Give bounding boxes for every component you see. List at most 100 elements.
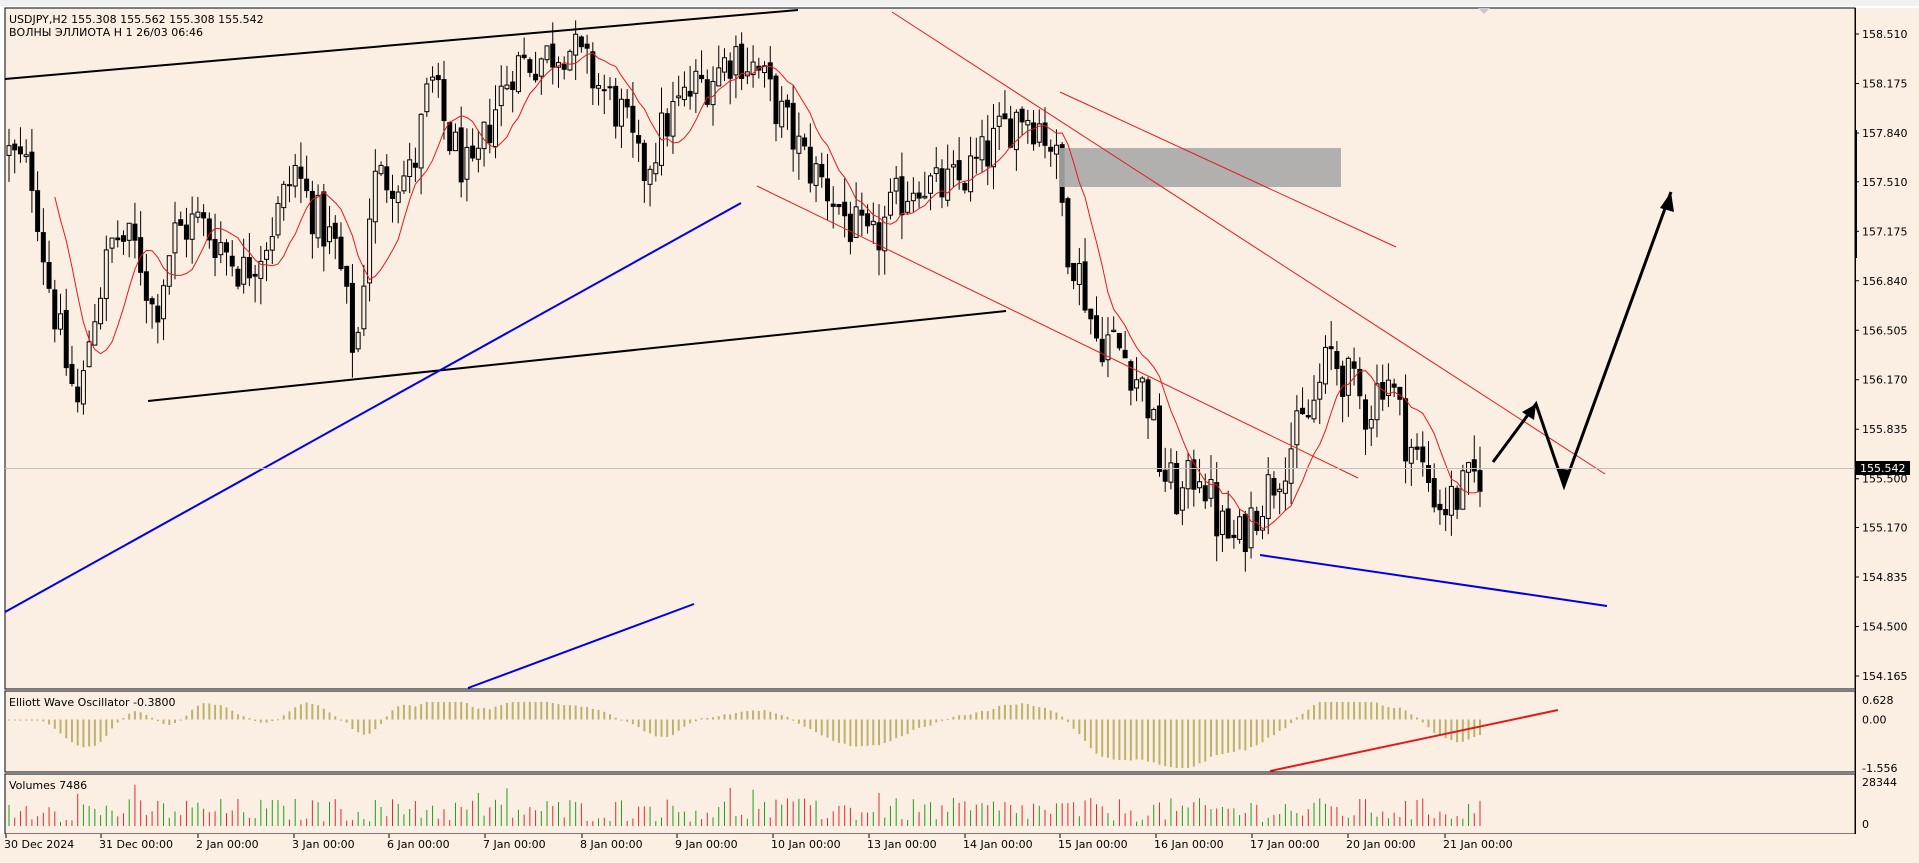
candle-body (945, 168, 951, 201)
oscillator-bar (534, 701, 537, 720)
current-price-label: 155.542 (1860, 462, 1906, 475)
oscillator-bar (889, 719, 892, 742)
candle-body (1271, 477, 1277, 496)
oscillator-bar (832, 719, 835, 741)
candle-body (258, 260, 264, 279)
oscillator-bar (774, 713, 777, 720)
oscillator-red-trendline[interactable] (1269, 709, 1559, 772)
oscillator-bar (242, 716, 245, 720)
projection-zigzag-arrow[interactable] (1491, 191, 1673, 491)
candle-body (996, 115, 1002, 127)
oscillator-bar (603, 711, 606, 720)
oscillator-bar (511, 701, 514, 720)
oscillator-bar (1330, 701, 1333, 720)
candle-body (813, 163, 819, 186)
candle-body (1408, 446, 1414, 464)
oscillator-bar (465, 703, 468, 720)
oscillator-bar (88, 719, 91, 747)
candle-body (1076, 263, 1082, 285)
oscillator-bar (671, 719, 674, 736)
price-tick-label: 154.500 (1862, 621, 1908, 634)
shift-marker-icon[interactable] (1478, 8, 1490, 14)
price-panel[interactable] (4, 7, 1856, 690)
oscillator-bar (866, 719, 869, 746)
candle-body (796, 135, 802, 154)
candle-body (401, 175, 407, 192)
oscillator-bar (391, 710, 394, 720)
candle-body (212, 239, 218, 259)
candle-body (1420, 446, 1426, 463)
candle-body (567, 50, 573, 71)
time-tick-label: 21 Jan 00:00 (1443, 838, 1513, 851)
volume-bars-layer (8, 784, 1481, 826)
channel-red-mid[interactable] (1059, 91, 1397, 248)
oscillator-bar (173, 719, 176, 724)
oscillator-tick-label: 0.00 (1862, 714, 1887, 727)
candle-body (1322, 346, 1328, 385)
time-tick-label: 10 Jan 00:00 (771, 838, 841, 851)
oscillator-bar (1238, 719, 1241, 750)
time-axis[interactable] (0, 834, 1919, 863)
oscillator-bar (1267, 719, 1270, 738)
oscillator-bar (666, 719, 669, 738)
oscillator-bar (752, 710, 755, 720)
oscillator-bar (162, 719, 165, 725)
oscillator-bar (1118, 719, 1121, 760)
oscillator-bar (1358, 701, 1361, 720)
oscillator-bar (1318, 701, 1321, 720)
oscillator-bar (1009, 704, 1012, 720)
candle-body (498, 85, 504, 107)
oscillator-bar (408, 705, 411, 720)
channel-red-upper[interactable] (891, 11, 1606, 475)
candle-body (842, 201, 848, 217)
time-tick-label: 8 Jan 00:00 (580, 838, 643, 851)
candle-body (86, 341, 92, 368)
resistance-zone[interactable] (1060, 148, 1341, 187)
candle-body (458, 127, 464, 183)
drawing-objects (4, 9, 1674, 689)
candle-body (1191, 459, 1197, 490)
oscillator-bar (19, 719, 22, 721)
price-tick-label: 157.175 (1862, 225, 1908, 238)
candle-body (1385, 379, 1391, 396)
oscillator-bar (500, 705, 503, 720)
candle-body (23, 154, 29, 158)
oscillator-bar (351, 719, 354, 730)
trendline-black-lower[interactable] (147, 310, 1007, 402)
candle-body (1242, 513, 1248, 553)
candle-body (1122, 349, 1128, 359)
oscillator-bar (1398, 707, 1401, 720)
oscillator-bar (1393, 708, 1396, 720)
price-scale[interactable] (1856, 8, 1919, 834)
oscillator-bar (1187, 719, 1190, 768)
volume-panel[interactable] (4, 773, 1856, 835)
channel-red-lower[interactable] (756, 185, 1359, 479)
candle-body (882, 216, 888, 252)
candle-body (349, 282, 355, 353)
oscillator-bar (1003, 704, 1006, 720)
candle-body (75, 386, 81, 403)
trendline-blue-lows[interactable] (1259, 554, 1608, 607)
oscillator-bar (8, 719, 10, 721)
trendline-black-top[interactable] (4, 9, 799, 80)
oscillator-bar (1038, 707, 1041, 720)
oscillator-bar (1089, 719, 1092, 749)
price-tick-label: 158.175 (1862, 77, 1908, 90)
trendline-blue-lower[interactable] (467, 603, 695, 689)
oscillator-bar (380, 719, 383, 724)
oscillator-bar (1341, 701, 1344, 720)
candle-body (1128, 361, 1134, 391)
price-tick-label: 155.500 (1862, 473, 1908, 486)
candle-body (1174, 462, 1180, 515)
oscillator-bar (65, 719, 68, 739)
price-tick-label: 154.835 (1862, 571, 1908, 584)
oscillator-bar (111, 719, 114, 729)
oscillator-bar (133, 711, 136, 720)
oscillator-bar (345, 719, 348, 723)
candle-body (1437, 503, 1443, 511)
candle-body (819, 163, 825, 178)
candle-body (435, 75, 441, 81)
toolbar-strip (0, 0, 1919, 6)
oscillator-panel[interactable] (4, 690, 1856, 773)
trendline-blue-support[interactable] (4, 202, 742, 613)
